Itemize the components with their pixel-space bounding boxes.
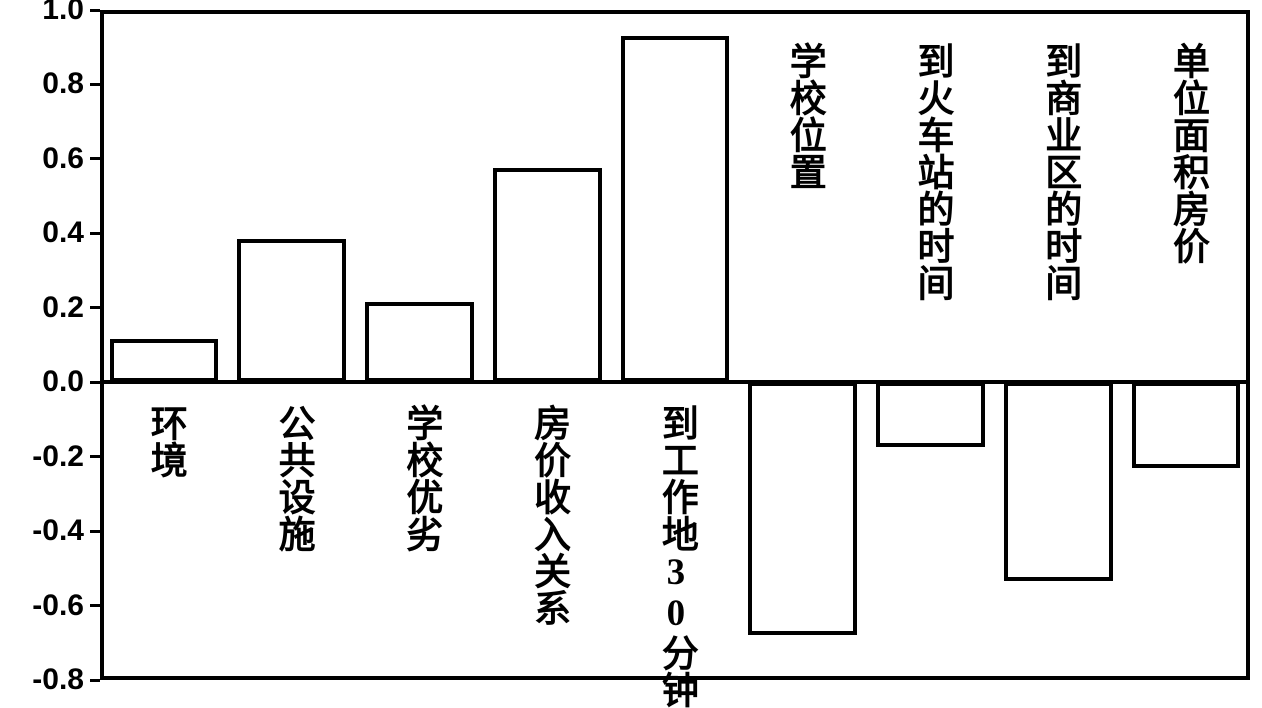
- bar: [237, 239, 346, 382]
- bar: [748, 382, 857, 635]
- ytick-label: -0.4: [32, 514, 84, 548]
- category-label: 公共设施: [272, 404, 311, 552]
- ytick: [90, 306, 100, 309]
- bar: [1004, 382, 1113, 581]
- ytick: [90, 83, 100, 86]
- frame-left: [100, 10, 104, 680]
- bar: [621, 36, 730, 382]
- category-label: 到商业区的时间: [1039, 42, 1078, 301]
- bar: [1132, 382, 1241, 468]
- category-label: 到火车站的时间: [911, 42, 950, 301]
- ytick: [90, 381, 100, 384]
- ytick: [90, 679, 100, 682]
- category-label: 到工作地30分钟: [656, 404, 695, 708]
- category-label: 单位面积房价: [1167, 42, 1206, 264]
- bar: [493, 168, 602, 382]
- ytick-label: -0.8: [32, 663, 84, 697]
- ytick: [90, 530, 100, 533]
- ytick-label: 0.2: [42, 291, 84, 325]
- category-label: 房价收入关系: [528, 404, 567, 626]
- bar: [110, 339, 219, 382]
- ytick-label: -0.6: [32, 589, 84, 623]
- category-label: 学校优劣: [400, 404, 439, 552]
- ytick: [90, 455, 100, 458]
- category-label: 学校位置: [783, 42, 822, 190]
- bar: [876, 382, 985, 447]
- ytick: [90, 232, 100, 235]
- bar: [365, 302, 474, 382]
- frame-top: [100, 10, 1250, 14]
- ytick-label: 0.8: [42, 67, 84, 101]
- ytick: [90, 9, 100, 12]
- ytick-label: -0.2: [32, 440, 84, 474]
- category-label: 环境: [144, 404, 183, 478]
- ytick: [90, 157, 100, 160]
- ytick-label: 0.0: [42, 365, 84, 399]
- ytick-label: 0.6: [42, 142, 84, 176]
- plot-area: -0.8-0.6-0.4-0.20.00.20.40.60.81.0环境公共设施…: [100, 10, 1250, 680]
- ytick: [90, 604, 100, 607]
- frame-right: [1246, 10, 1250, 680]
- ytick-label: 0.4: [42, 216, 84, 250]
- ytick-label: 1.0: [42, 0, 84, 27]
